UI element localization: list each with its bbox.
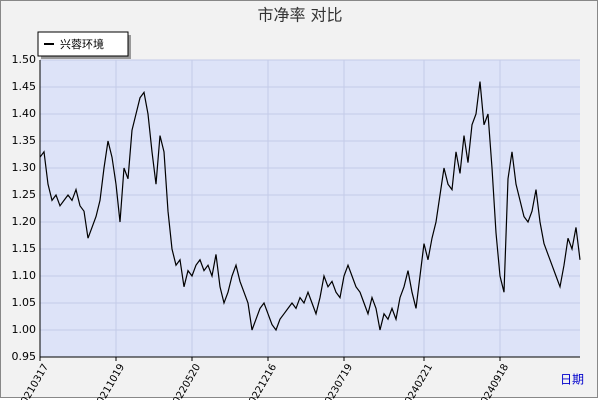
x-axis-label: 日期: [560, 373, 584, 387]
y-tick-label: 0.95: [12, 350, 37, 363]
y-tick-label: 1.10: [12, 269, 37, 282]
chart-title: 市净率 对比: [257, 6, 342, 25]
y-tick-label: 1.15: [12, 242, 37, 255]
y-tick-label: 1.25: [12, 188, 37, 201]
y-tick-label: 1.30: [12, 161, 37, 174]
y-tick-label: 1.45: [12, 80, 37, 93]
y-tick-label: 1.20: [12, 215, 37, 228]
y-tick-label: 1.50: [12, 53, 37, 66]
series-line: [39, 81, 581, 332]
y-tick-label: 1.00: [12, 323, 37, 336]
y-tick-label: 1.40: [12, 107, 37, 120]
y-tick-label: 1.35: [12, 134, 37, 147]
legend-label: 兴蓉环境: [60, 37, 104, 51]
y-tick-label: 1.05: [12, 296, 37, 309]
plot-area: [40, 60, 580, 357]
